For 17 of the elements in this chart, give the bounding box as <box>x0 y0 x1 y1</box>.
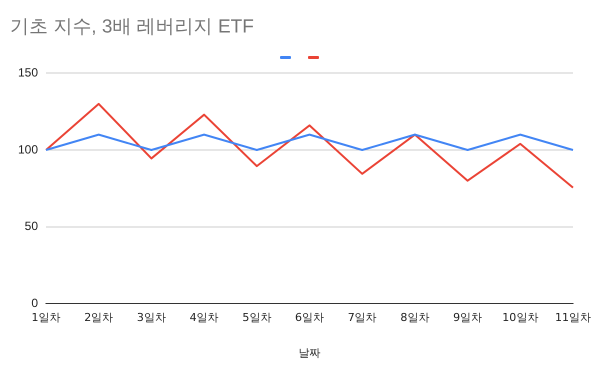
x-tick-label: 6일차 <box>295 311 324 324</box>
y-tick-label: 150 <box>18 66 38 80</box>
x-tick-label: 8일차 <box>400 311 430 324</box>
x-tick-label: 5일차 <box>242 311 272 324</box>
x-tick-label: 10일차 <box>502 311 538 324</box>
y-tick-label: 0 <box>31 296 38 310</box>
y-tick-label: 50 <box>24 219 38 234</box>
chart-title: 기초 지수, 3배 레버리지 ETF <box>10 16 254 38</box>
x-tick-label: 9일차 <box>453 311 482 324</box>
x-tick-label: 11일차 <box>555 311 591 324</box>
y-tick-label: 100 <box>18 142 38 156</box>
x-tick-label: 1일차 <box>32 311 61 324</box>
x-tick-label: 7일차 <box>348 311 377 324</box>
x-tick-label: 2일차 <box>84 311 114 324</box>
x-axis-title: 날짜 <box>298 346 321 360</box>
x-tick-label: 4일차 <box>190 311 219 324</box>
x-tick-label: 3일차 <box>136 311 166 324</box>
